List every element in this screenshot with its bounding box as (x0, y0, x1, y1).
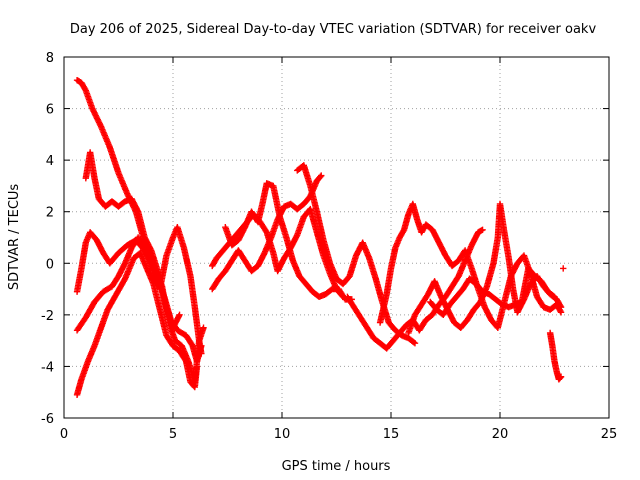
y-axis-label: SDTVAR / TECUs (7, 184, 22, 291)
data-point-marker (411, 340, 419, 347)
y-tick-label: 2 (46, 206, 54, 221)
grid-lines (64, 57, 609, 418)
data-point-marker (318, 172, 325, 179)
data-point-marker (557, 302, 564, 310)
y-tick-label: 8 (46, 51, 54, 66)
data-point-marker (551, 293, 558, 301)
chart-title: Day 206 of 2025, Sidereal Day-to-day VTE… (70, 22, 597, 37)
x-tick-label: 0 (60, 427, 68, 442)
data-point-marker (560, 265, 567, 272)
data-point-marker (557, 374, 564, 381)
data-points (73, 77, 567, 398)
x-tick-label: 20 (492, 427, 509, 442)
axis-ticks: 0 5 10 15 20 25 -6 -4 -2 0 2 4 6 8 (41, 51, 617, 442)
data-point-marker (200, 324, 207, 331)
x-tick-label: 10 (274, 427, 291, 442)
x-tick-label: 15 (383, 427, 400, 442)
x-tick-label: 25 (601, 427, 618, 442)
data-point-marker (317, 173, 324, 180)
x-tick-label: 5 (169, 427, 177, 442)
data-point-marker (550, 292, 557, 300)
y-tick-label: 6 (46, 103, 54, 118)
y-tick-label: -6 (41, 412, 54, 427)
data-point-marker (557, 373, 565, 380)
y-tick-label: 0 (46, 257, 54, 272)
y-tick-label: 4 (46, 154, 54, 169)
plot-frame (63, 56, 610, 419)
data-point-marker (193, 363, 201, 370)
data-point-marker (410, 339, 418, 346)
data-point-marker (557, 303, 565, 311)
data-point-marker (479, 226, 486, 233)
x-axis-label: GPS time / hours (282, 459, 391, 474)
y-tick-label: -4 (41, 360, 54, 375)
data-point-marker (198, 350, 205, 357)
data-point-marker (176, 311, 183, 319)
y-tick-label: -2 (41, 309, 54, 324)
